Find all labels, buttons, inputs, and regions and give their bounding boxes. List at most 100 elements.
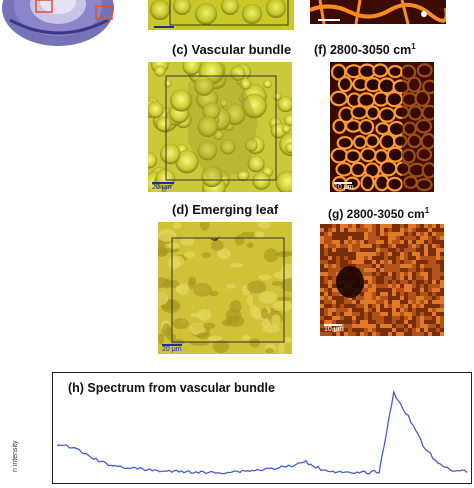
scale-bar-label-d: 20 μm [162, 346, 182, 353]
leaf-texture [167, 242, 180, 250]
raman-cell [357, 92, 376, 108]
leaf-texture [196, 332, 211, 340]
raman-cell [330, 90, 348, 107]
leaf-texture [234, 234, 245, 246]
label-g-wavenumber: (g) 2800-3050 cm1 [328, 206, 430, 221]
scale-bar-f [334, 182, 352, 184]
leaf-texture [272, 300, 292, 312]
spectrum-line [56, 389, 468, 475]
raman-cell [378, 107, 396, 123]
roi-box [165, 75, 277, 181]
leaf-texture [226, 284, 236, 289]
leaf-texture [190, 312, 204, 318]
leaf-texture [249, 304, 257, 318]
cell [182, 62, 202, 76]
spectrum-title: (h) Spectrum from vascular bundle [68, 381, 275, 395]
label-c-vascular-bundle: (c) Vascular bundle [172, 42, 292, 57]
cell [263, 79, 272, 89]
leaf-texture [271, 280, 283, 286]
scale-bar-e [318, 19, 340, 21]
scale-bar-c [152, 182, 174, 184]
raman-cell [336, 135, 354, 150]
raman-image-emerging-leaf: 10 μm [320, 224, 444, 336]
leaf-texture [183, 251, 196, 258]
leaf-texture [229, 300, 242, 314]
cell [170, 89, 193, 112]
label-f-wavenumber: (f) 2800-3050 cm1 [314, 42, 416, 58]
leaf-texture [187, 276, 197, 286]
cell [283, 113, 292, 127]
leaf-texture [172, 222, 182, 229]
cell [154, 65, 166, 77]
raman-cell [360, 147, 377, 163]
overview-stem-section [0, 0, 118, 48]
raman-image-vascular-bundle: 10 μm [330, 62, 434, 192]
raman-image-e [310, 0, 446, 24]
leaf-texture [263, 248, 279, 263]
cell [237, 168, 250, 182]
cell [148, 152, 158, 169]
leaf-texture [265, 348, 274, 354]
cell [219, 98, 229, 108]
leaf-texture [189, 322, 206, 336]
raman-cell [386, 146, 404, 163]
cell [275, 170, 292, 192]
leaf-texture [193, 282, 212, 297]
scale-bar-b [154, 26, 174, 28]
leaf-texture [221, 319, 233, 327]
leaf-texture [180, 236, 195, 247]
cell [194, 75, 214, 96]
raman-cell [337, 76, 353, 93]
leaf-texture [283, 337, 292, 343]
scale-bar-label-c: 20 μm [152, 184, 172, 191]
raman-cell [360, 174, 375, 192]
leaf-texture [258, 274, 272, 281]
spectrum-plot [56, 389, 468, 475]
leaf-texture [260, 307, 269, 320]
raman-cell [332, 118, 347, 134]
raman-cell [387, 64, 403, 79]
cell [230, 65, 246, 81]
raman-cell [377, 77, 396, 95]
leaf-texture [246, 242, 254, 249]
scale-bar-label-g: 10 μm [324, 326, 344, 333]
leaf-texture [212, 339, 230, 354]
cell [197, 140, 218, 161]
raman-cell [350, 104, 369, 120]
leaf-texture [175, 285, 182, 294]
cell [155, 116, 172, 132]
leaf-texture [254, 231, 265, 239]
optical-image-b [148, 0, 294, 30]
leaf-texture [257, 222, 271, 229]
raman-cell [379, 160, 398, 177]
leaf-texture [172, 318, 190, 330]
leaf-texture [158, 292, 169, 306]
cell [270, 122, 287, 139]
cell [197, 116, 219, 138]
optical-image-emerging-leaf: 20 μm [158, 222, 292, 354]
leaf-texture [249, 338, 261, 348]
leaf-texture [201, 252, 211, 258]
scale-bar-label-f: 10 μm [334, 184, 354, 191]
cell [281, 124, 291, 134]
spectrum-y-axis-label: n intensity [12, 440, 19, 472]
label-d-emerging-leaf: (d) Emerging leaf [172, 202, 279, 217]
leaf-texture [280, 278, 292, 292]
cell [239, 78, 252, 90]
raman-cell [385, 91, 404, 108]
leaf-texture [199, 222, 210, 231]
raman-cell [374, 174, 390, 192]
leaf-texture [161, 323, 172, 337]
cell [163, 79, 172, 88]
leaf-texture [217, 248, 231, 260]
raman-cell [345, 149, 362, 164]
raman-cell [352, 135, 368, 150]
cell [247, 155, 265, 173]
leaf-texture [230, 262, 244, 268]
raman-cell [375, 122, 391, 136]
cell [242, 93, 267, 119]
raman-cell [335, 162, 353, 177]
raman-cell [387, 120, 406, 138]
leaf-texture [158, 229, 177, 242]
leaf-texture [163, 278, 172, 289]
